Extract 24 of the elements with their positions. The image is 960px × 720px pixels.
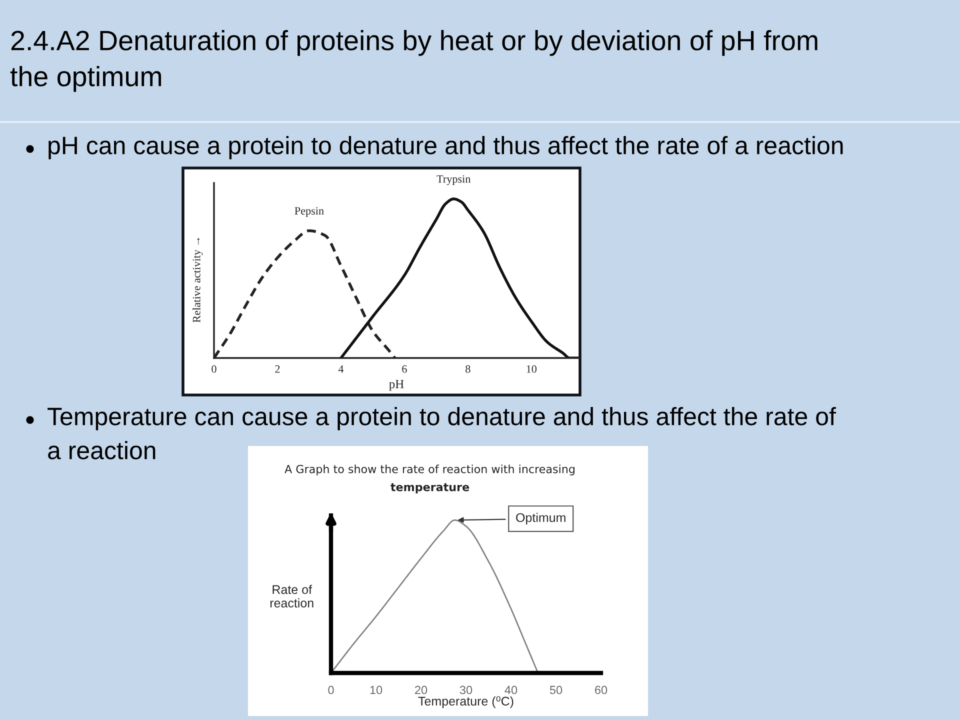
x-tick-label: 10 (526, 365, 537, 373)
x-tick-label: 20 (415, 686, 428, 694)
x-tick-label: 0 (212, 365, 216, 373)
x-tick-label: 2 (275, 365, 280, 373)
annotation: Optimum (516, 512, 566, 525)
x-tick-label: 6 (402, 365, 407, 373)
series-label: Pepsin (294, 207, 324, 217)
x-tick-label: 4 (338, 365, 344, 373)
x-tick-label: 40 (504, 686, 518, 694)
chart-title: 2.4.A2 Denaturation of proteins by heat or by deviation of pH from the optimum (10, 30, 818, 92)
text: Temperature can cause a protein to denature and thus affect the rate of a reaction (48, 407, 836, 460)
y-axis-title: Relative activity → (192, 238, 203, 322)
text: pH can cause a protein to denature and thus affect the rate of a reaction (48, 136, 843, 160)
x-tick-label: 10 (370, 686, 382, 694)
x-axis-title: Temperature (⁰C) (418, 696, 514, 708)
x-tick-label: 0 (328, 686, 334, 694)
x-tick-label: 30 (460, 686, 472, 694)
x-axis-title: pH (389, 380, 404, 391)
y-axis-title: Rate of reaction (270, 584, 314, 608)
series-label: Trypsin (436, 175, 471, 186)
x-tick-label: 60 (595, 686, 608, 694)
chart-title: A Graph to show the rate of reaction with increasing temperature (284, 464, 574, 494)
x-tick-label: 50 (550, 686, 562, 694)
x-tick-label: 8 (466, 365, 470, 373)
